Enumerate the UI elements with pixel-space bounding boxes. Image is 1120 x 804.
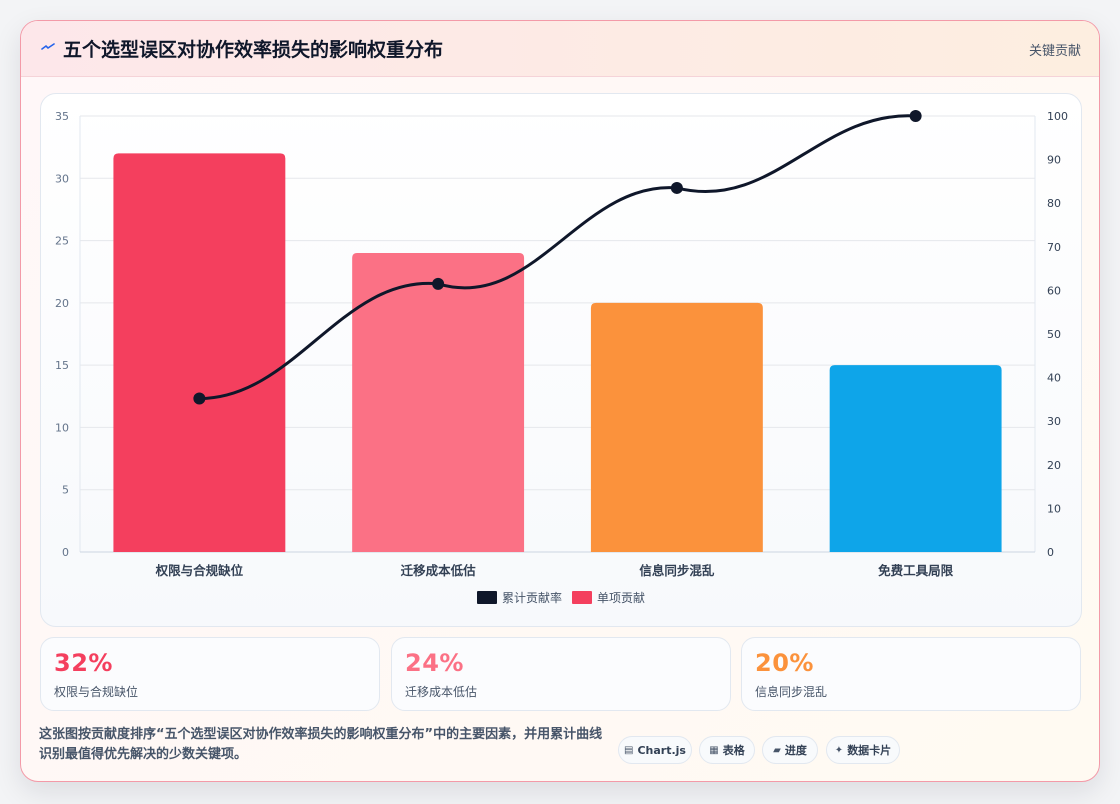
chart-card: 五个选型误区对协作效率损失的影响权重分布 关键贡献 0 5 10 15 20 25 30 35…: [20, 20, 1100, 782]
tag-label: 进度: [784, 744, 807, 757]
stat-value: 20%: [755, 649, 814, 677]
legend-swatch-cumulative: [477, 591, 497, 604]
tag-data-card[interactable]: ✦ 数据卡片: [826, 736, 900, 764]
bar: [113, 153, 286, 552]
y2-tick-label: 40: [1047, 372, 1061, 385]
y2-tick-label: 10: [1047, 502, 1061, 515]
chart-description: 这张图按贡献度排序“五个选型误区对协作效率损失的影响权重分布”中的主要因素，并用…: [39, 727, 603, 762]
line-point: [193, 392, 206, 405]
y-tick-label: 15: [55, 359, 69, 372]
y2-tick-label: 60: [1047, 284, 1061, 297]
tag-chartjs[interactable]: ▤ Chart.js: [618, 736, 692, 764]
pareto-chart: 0 5 10 15 20 25 30 35 0 10 20 30 40 50 60 70 80 90 100 权限与合…: [55, 110, 1068, 605]
stat-value: 32%: [54, 649, 113, 677]
chart-container: 0 5 10 15 20 25 30 35 0 10 20 30 40 50 60 70 80 90 100 权限与合…: [40, 93, 1082, 627]
y-tick-label: 20: [55, 297, 69, 310]
legend-label: 单项贡献: [597, 590, 645, 605]
y-tick-label: 0: [62, 546, 69, 559]
cumulative-line: [199, 114, 916, 401]
tag-progress[interactable]: ▰ 进度: [762, 736, 818, 764]
tag-table[interactable]: ▦ 表格: [699, 736, 755, 764]
table-icon: ▦: [709, 744, 719, 756]
tag-label: Chart.js: [637, 743, 686, 757]
page-title: 五个选型误区对协作效率损失的影响权重分布: [63, 39, 444, 61]
x-tick-label: 权限与合规缺位: [155, 563, 244, 578]
y-tick-label: 25: [55, 235, 69, 248]
x-tick-label: 信息同步混乱: [639, 563, 715, 578]
x-tick-label: 免费工具局限: [878, 563, 954, 578]
legend-label: 累计贡献率: [502, 590, 562, 605]
y-tick-label: 5: [62, 484, 69, 497]
bar: [590, 302, 763, 552]
stat-label: 权限与合规缺位: [54, 685, 139, 699]
stat-card: 24% 迁移成本低估: [391, 637, 731, 711]
y2-tick-label: 20: [1047, 459, 1061, 472]
y2-tick-label: 70: [1047, 241, 1061, 254]
bar: [829, 365, 1002, 552]
stat-label: 迁移成本低估: [405, 685, 478, 699]
stat-label: 信息同步混乱: [755, 685, 828, 699]
line-point: [670, 181, 683, 194]
y2-tick-label: 30: [1047, 415, 1061, 428]
pulse-icon: [41, 43, 55, 50]
stat-value: 24%: [405, 649, 464, 677]
y2-tick-label: 90: [1047, 154, 1061, 167]
y2-tick-label: 50: [1047, 328, 1061, 341]
bar: [352, 253, 525, 552]
header-tag: 关键贡献: [1028, 44, 1081, 59]
y-tick-label: 35: [55, 110, 69, 123]
x-tick-label: 迁移成本低估: [401, 563, 477, 578]
stat-card: 32% 权限与合规缺位: [40, 637, 380, 711]
sparkle-icon: ✦: [834, 744, 844, 756]
tag-label: 表格: [722, 744, 745, 757]
card-header: 五个选型误区对协作效率损失的影响权重分布 关键贡献: [21, 21, 1099, 77]
tag-label: 数据卡片: [847, 744, 892, 757]
y-tick-label: 30: [55, 172, 69, 185]
line-point: [432, 277, 445, 290]
y-tick-label: 10: [55, 421, 69, 434]
stat-card: 20% 信息同步混乱: [741, 637, 1081, 711]
legend-swatch-single: [572, 591, 592, 604]
progress-icon: ▰: [773, 744, 781, 756]
y2-tick-label: 80: [1047, 197, 1061, 210]
chart-icon: ▤: [624, 744, 634, 756]
line-point: [909, 110, 922, 122]
y2-tick-label: 100: [1047, 110, 1068, 123]
y2-tick-label: 0: [1047, 546, 1054, 559]
